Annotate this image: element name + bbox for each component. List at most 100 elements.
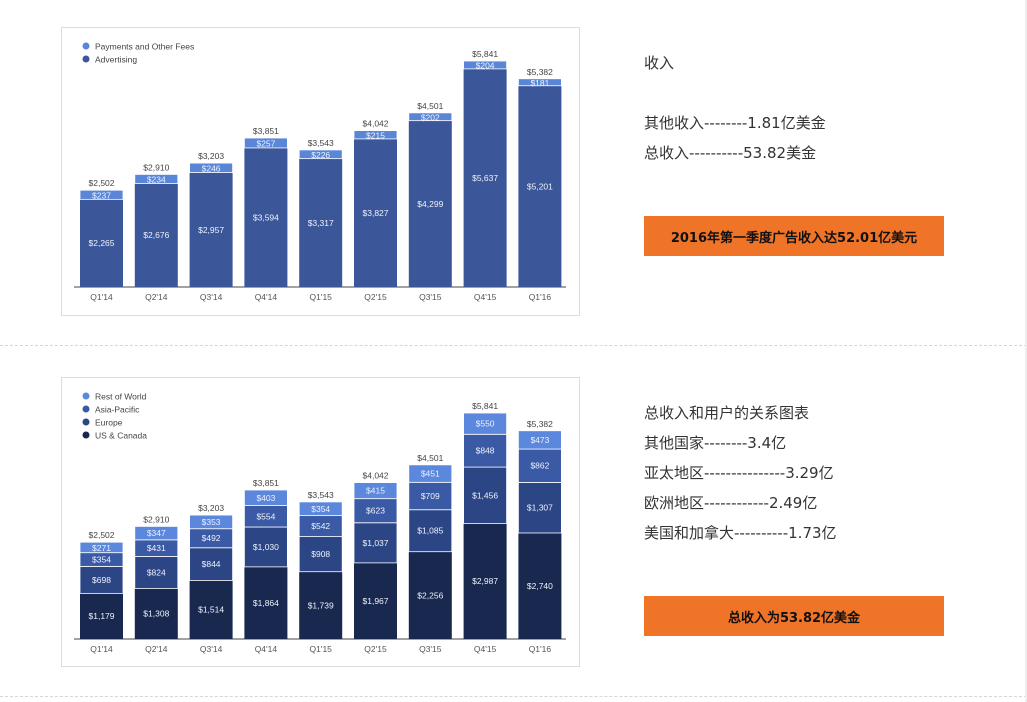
data-label: $3,827 [363,208,389,218]
x-tick-label: Q1'14 [90,644,113,654]
x-tick-label: Q3'14 [200,292,223,302]
data-label: $1,864 [253,598,279,608]
divider [0,345,1027,346]
data-label: $2,957 [198,225,224,235]
legend-marker [82,431,90,439]
section2-line: 亚太地区---------------3.29亿 [644,464,834,482]
bar-segment [463,68,507,287]
legend-label: Advertising [95,55,137,65]
total-label: $2,910 [143,162,169,172]
bar-segment [244,566,288,639]
revenue-by-type-chart: Payments and Other Fees Advertising $2,265… [61,27,580,316]
data-label: $403 [256,493,275,503]
x-tick-label: Q4'14 [255,644,278,654]
bar-segment [244,147,288,287]
total-label: $4,042 [363,471,389,481]
section1-line: 总收入----------53.82美金 [644,144,817,162]
data-label: $709 [421,491,440,501]
x-tick-label: Q1'16 [529,292,552,302]
x-tick-label: Q4'15 [474,644,497,654]
data-label: $347 [147,528,166,538]
bar-segment [298,501,343,517]
total-label: $3,203 [198,503,224,513]
data-label: $908 [311,549,330,559]
total-label: $5,841 [472,49,498,59]
data-label: $473 [530,435,549,445]
data-label: $2,256 [417,590,443,600]
data-label: $492 [202,533,221,543]
x-tick-label: Q3'14 [200,644,223,654]
data-label: $215 [366,130,385,140]
data-label: $550 [476,419,495,429]
data-label: $415 [366,486,385,496]
bar-segment [243,137,288,149]
data-label: $1,179 [89,611,115,621]
data-label: $1,030 [253,542,279,552]
divider [0,696,1027,697]
x-tick-label: Q2'15 [364,292,387,302]
bar-segment [298,149,343,160]
legend-marker [82,55,90,63]
total-label: $3,203 [198,151,224,161]
x-tick-label: Q2'14 [145,644,168,654]
x-tick-label: Q2'14 [145,292,168,302]
data-label: $354 [92,555,111,565]
bar-segment [299,158,343,287]
data-label: $246 [202,163,221,173]
data-label: $226 [311,150,330,160]
bar-segment [80,199,123,287]
data-label: $451 [421,469,440,479]
x-tick-label: Q3'15 [419,644,442,654]
bar-segment [408,120,452,287]
bar-segment [134,183,178,287]
x-tick-label: Q1'14 [90,292,113,302]
section2-title: 总收入和用户的关系图表 [644,404,810,422]
total-label: $5,382 [527,67,553,77]
x-tick-label: Q2'15 [364,644,387,654]
section2-line: 欧洲地区------------2.49亿 [644,494,818,512]
data-label: $698 [92,575,111,585]
legend-label: Payments and Other Fees [95,42,194,52]
data-label: $1,739 [308,600,334,610]
page-edge [1025,0,1027,702]
section2-line: 其他国家--------3.4亿 [644,434,787,452]
total-label: $4,501 [417,101,443,111]
data-label: $1,514 [198,605,224,615]
bar-segment [134,174,179,184]
data-label: $2,740 [527,581,553,591]
data-label: $542 [311,521,330,531]
data-label: $353 [202,517,221,527]
legend-marker [82,405,90,413]
bar-segment [79,565,124,594]
legend-label: Rest of World [95,392,147,402]
x-tick-label: Q1'15 [309,644,332,654]
total-label: $3,851 [253,126,279,136]
legend-marker [82,418,90,426]
bar-segment [463,60,508,70]
bar-segment [517,482,562,534]
ad-revenue-banner-button[interactable]: 2016年第一季度广告收入达52.01亿美元 [644,216,944,256]
bar-segment [189,162,233,173]
total-label: $3,543 [308,490,334,500]
data-label: $257 [256,138,275,148]
data-label: $4,299 [417,199,443,209]
section1-title: 收入 [644,54,675,72]
data-label: $844 [202,559,221,569]
total-label: $2,910 [143,514,169,524]
x-tick-label: Q4'14 [255,292,278,302]
data-label: $1,456 [472,490,498,500]
bar-segment [353,522,398,564]
legend-label: Asia-Pacific [95,405,140,415]
data-label: $623 [366,506,385,516]
bar-segment [408,481,453,511]
bar-segment [408,464,453,483]
total-label: $3,851 [253,478,279,488]
total-revenue-banner-button[interactable]: 总收入为53.82亿美金 [644,596,944,636]
data-label: $431 [147,543,166,553]
data-label: $848 [476,446,495,456]
data-label: $2,676 [143,230,169,240]
data-label: $554 [256,511,275,521]
data-label: $1,085 [417,526,443,536]
bar-segment [518,532,562,639]
legend-label: US & Canada [95,431,147,441]
